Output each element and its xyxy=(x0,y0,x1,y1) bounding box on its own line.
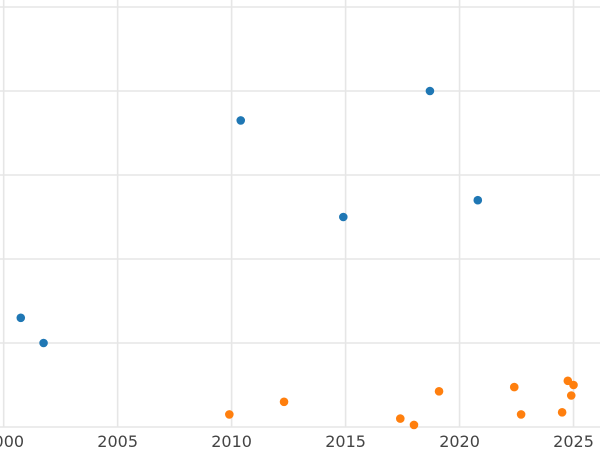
x-tick-label: 2010 xyxy=(211,432,252,450)
data-point-series-1 xyxy=(16,313,26,323)
data-point-series-2 xyxy=(279,397,289,407)
x-tick-label: 2015 xyxy=(325,432,366,450)
data-point-series-2 xyxy=(395,414,405,423)
data-point-series-2 xyxy=(225,410,234,419)
x-axis-ticks: 2000 2005 2010 2015 2020 2025 xyxy=(0,432,594,451)
data-point-series-1 xyxy=(39,338,48,348)
x-tick-label: 2005 xyxy=(97,432,138,450)
data-point-series-2 xyxy=(569,380,578,390)
data-point-series-1 xyxy=(473,195,483,205)
x-tick-label: 2025 xyxy=(553,432,594,450)
data-points xyxy=(16,86,578,430)
data-point-series-2 xyxy=(409,420,419,430)
data-point-series-2 xyxy=(516,410,526,419)
data-point-series-2 xyxy=(509,382,519,392)
data-point-series-2 xyxy=(566,391,576,400)
data-point-series-1 xyxy=(236,116,246,125)
data-point-series-2 xyxy=(557,408,567,417)
grid xyxy=(0,0,600,428)
x-tick-label: 2000 xyxy=(0,432,24,450)
data-point-series-1 xyxy=(339,212,348,222)
data-point-series-1 xyxy=(425,86,435,96)
data-point-series-2 xyxy=(434,387,444,396)
x-tick-label: 2020 xyxy=(439,432,480,450)
